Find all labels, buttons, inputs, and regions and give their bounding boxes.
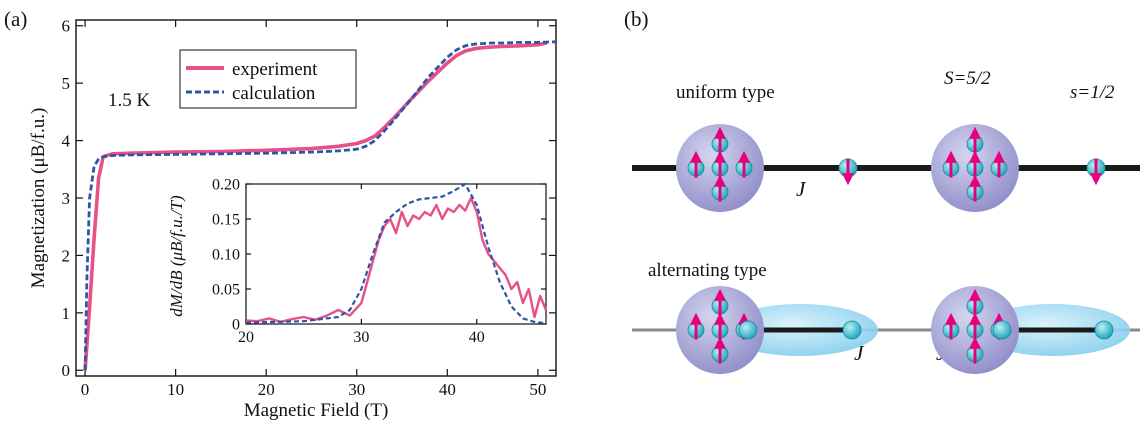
inset-series-group (245, 182, 548, 325)
x-tick-label: 50 (529, 380, 546, 399)
alternating-type-label: alternating type (648, 260, 767, 281)
y-tick-label: 1 (62, 304, 71, 323)
small-spin-label: s=1/2 (1070, 82, 1115, 103)
y-tick-label: 0 (232, 317, 240, 334)
panel-a-label: (a) (4, 7, 27, 31)
inset-chart: 20 30 40 0 0.05 0.10 0.15 0.20 dM/dB (μB/f.u./T… (167, 177, 548, 346)
main-series-group (83, 40, 557, 371)
series-experiment (245, 196, 548, 324)
series-experiment (83, 41, 548, 371)
x-tick-label: 20 (258, 380, 275, 399)
y-tick-label: 0.20 (212, 177, 240, 194)
y-axis-label: Magnetization (μB/f.u.) (28, 108, 49, 289)
spin-site (992, 320, 1012, 340)
panel-b-label: (b) (624, 7, 649, 31)
uniform-type-label: uniform type (676, 82, 775, 103)
inset-plot-frame (245, 183, 547, 325)
y-tick-label: 4 (62, 132, 71, 151)
x-tick-label: 40 (439, 380, 456, 399)
x-tick-label: 30 (348, 380, 365, 399)
x-tick-label: 30 (353, 329, 369, 346)
spin-site (1094, 320, 1114, 340)
spin-site (738, 320, 758, 340)
x-tick-label: 20 (238, 329, 254, 346)
main-axis-ticks: 0 10 20 30 40 50 0 1 2 3 4 5 6 (62, 17, 556, 399)
legend: experiment calculation (179, 49, 357, 109)
x-tick-label: 0 (81, 380, 90, 399)
series-calculation (83, 40, 557, 371)
y-tick-label: 0.05 (212, 282, 240, 299)
series-calculation (245, 182, 547, 325)
legend-box (179, 49, 357, 109)
x-tick-label: 10 (167, 380, 184, 399)
uniform-J-label: J (796, 177, 807, 201)
y-tick-label: 0 (62, 361, 71, 380)
y-tick-label: 2 (62, 246, 71, 265)
y-tick-label: 0.15 (212, 212, 240, 229)
inset-y-axis-label: dM/dB (μB/f.u./T) (167, 195, 186, 317)
spin-site (842, 320, 862, 340)
x-axis-label: Magnetic Field (T) (244, 400, 389, 421)
alternating-sites (676, 286, 1130, 374)
legend-experiment: experiment (232, 59, 318, 80)
inset-axis-ticks: 20 30 40 0 0.05 0.10 0.15 0.20 (212, 177, 546, 346)
y-tick-label: 5 (62, 74, 71, 93)
x-tick-label: 40 (469, 329, 485, 346)
temperature-annotation: 1.5 K (108, 90, 151, 111)
spin-chain-diagram: uniform type S=5/2 s=1/2 J alternating t… (632, 68, 1140, 374)
legend-calculation: calculation (232, 83, 316, 104)
uniform-sites (676, 124, 1106, 212)
y-tick-label: 6 (62, 17, 71, 36)
big-spin-label: S=5/2 (944, 68, 991, 89)
alternating-J-label: J (854, 341, 865, 365)
magnetization-chart: 0 10 20 30 40 50 0 1 2 3 4 5 6 Magnetic Field (T) Ma… (28, 17, 557, 421)
y-tick-label: 3 (62, 189, 71, 208)
y-tick-label: 0.10 (212, 247, 240, 264)
